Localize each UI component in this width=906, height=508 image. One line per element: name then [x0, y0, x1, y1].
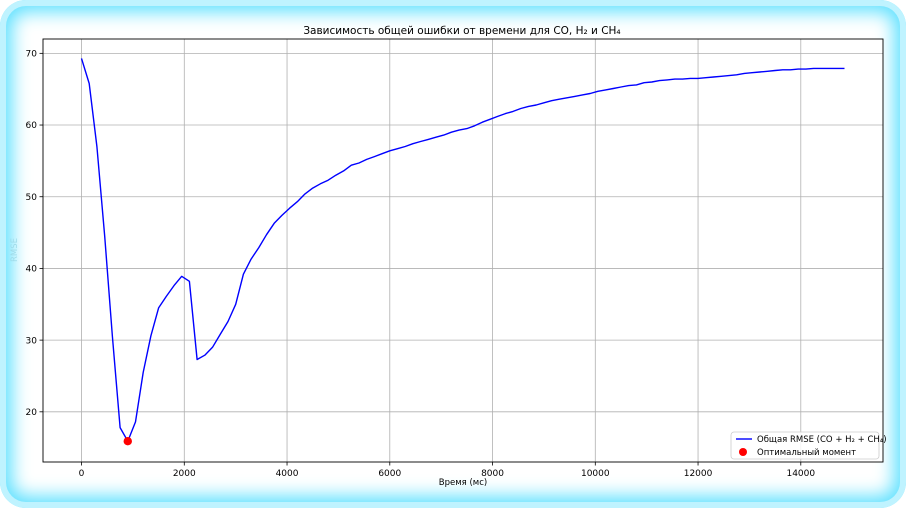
x-tick-label: 0: [79, 469, 85, 479]
rmse-series-line: [80, 58, 845, 442]
x-tick-label: 2000: [173, 469, 196, 479]
y-axis-label: RMSE: [10, 238, 20, 262]
legend-label-optimal: Оптимальный момент: [757, 448, 856, 458]
x-tick-label: 6000: [378, 469, 401, 479]
legend: Общая RMSE (CO + H₂ + CH₄) Оптимальный м…: [730, 431, 887, 460]
legend-label-rmse: Общая RMSE (CO + H₂ + CH₄): [757, 435, 887, 445]
x-tick-label: 12000: [684, 469, 713, 479]
x-tick-label: 4000: [276, 469, 299, 479]
legend-box: [730, 431, 880, 460]
y-tick-label: 30: [26, 336, 38, 346]
y-tick-label: 40: [26, 265, 38, 275]
y-tick-label: 20: [26, 408, 38, 418]
axis-ticks: 0 2000 4000 6000 8000 10000 12000 14000 20 30 40 50…: [26, 50, 816, 479]
data-series: [80, 58, 845, 446]
x-tick-label: 8000: [481, 469, 504, 479]
plot-border: [42, 38, 884, 463]
y-tick-label: 70: [26, 50, 38, 60]
plot-area: [43, 39, 883, 462]
x-tick-label: 14000: [786, 469, 815, 479]
chart-title: Зависимость общей ошибки от времени для …: [303, 25, 620, 37]
x-axis-label: Время (мс): [439, 478, 487, 488]
optimal-moment-point: [123, 437, 132, 446]
y-tick-label: 60: [26, 121, 38, 131]
y-tick-label: 50: [26, 193, 38, 203]
x-tick-label: 10000: [581, 469, 610, 479]
legend-marker-swatch: [739, 448, 747, 456]
grid-lines: [43, 39, 883, 462]
